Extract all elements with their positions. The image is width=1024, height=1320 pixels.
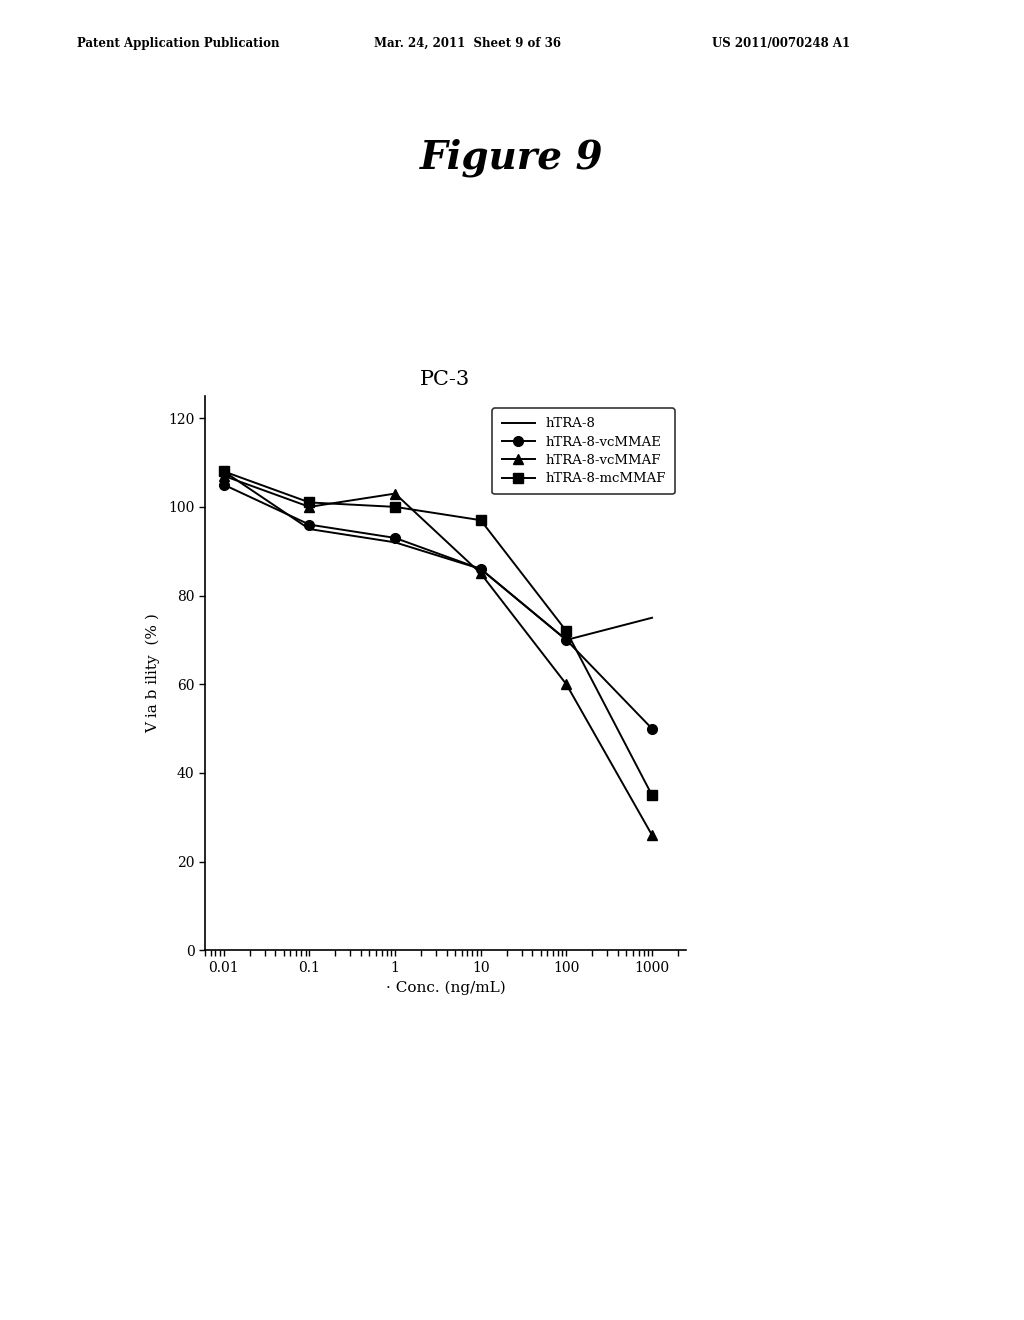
- Line: hTRA-8-mcMMAF: hTRA-8-mcMMAF: [219, 466, 656, 800]
- hTRA-8-vcMMAF: [474, 565, 486, 581]
- hTRA-8-mcMMAF: [389, 499, 401, 515]
- hTRA-8-vcMMAF: [389, 486, 401, 502]
- hTRA-8-vcMMAE: [389, 531, 401, 546]
- Y-axis label: V ia b ility  (% ): V ia b ility (% ): [145, 614, 160, 733]
- Text: Patent Application Publication: Patent Application Publication: [77, 37, 280, 50]
- Title: PC-3: PC-3: [420, 370, 471, 389]
- Text: US 2011/0070248 A1: US 2011/0070248 A1: [712, 37, 850, 50]
- Legend: hTRA-8, hTRA-8-vcMMAE, hTRA-8-vcMMAF, hTRA-8-mcMMAF: hTRA-8, hTRA-8-vcMMAE, hTRA-8-vcMMAF, hT…: [493, 408, 675, 495]
- hTRA-8-vcMMAF: [560, 676, 572, 692]
- hTRA-8-vcMMAF: [303, 499, 315, 515]
- Text: Figure 9: Figure 9: [420, 139, 604, 177]
- hTRA-8: [560, 632, 572, 648]
- hTRA-8: [303, 521, 315, 537]
- hTRA-8: [646, 610, 658, 626]
- hTRA-8-vcMMAE: [560, 632, 572, 648]
- hTRA-8-vcMMAE: [303, 516, 315, 532]
- hTRA-8: [389, 535, 401, 550]
- hTRA-8-vcMMAE: [474, 561, 486, 577]
- Text: Mar. 24, 2011  Sheet 9 of 36: Mar. 24, 2011 Sheet 9 of 36: [374, 37, 561, 50]
- Line: hTRA-8: hTRA-8: [224, 471, 652, 640]
- hTRA-8-vcMMAE: [218, 477, 230, 492]
- hTRA-8-mcMMAF: [218, 463, 230, 479]
- hTRA-8-mcMMAF: [474, 512, 486, 528]
- hTRA-8: [474, 561, 486, 577]
- Line: hTRA-8-vcMMAF: hTRA-8-vcMMAF: [219, 471, 656, 840]
- hTRA-8-vcMMAF: [218, 467, 230, 483]
- hTRA-8: [218, 463, 230, 479]
- Line: hTRA-8-vcMMAE: hTRA-8-vcMMAE: [219, 480, 656, 734]
- hTRA-8-vcMMAF: [646, 828, 658, 843]
- hTRA-8-vcMMAE: [646, 721, 658, 737]
- X-axis label: · Conc. (ng/mL): · Conc. (ng/mL): [386, 981, 505, 995]
- hTRA-8-mcMMAF: [646, 787, 658, 803]
- hTRA-8-mcMMAF: [560, 623, 572, 639]
- hTRA-8-mcMMAF: [303, 495, 315, 511]
